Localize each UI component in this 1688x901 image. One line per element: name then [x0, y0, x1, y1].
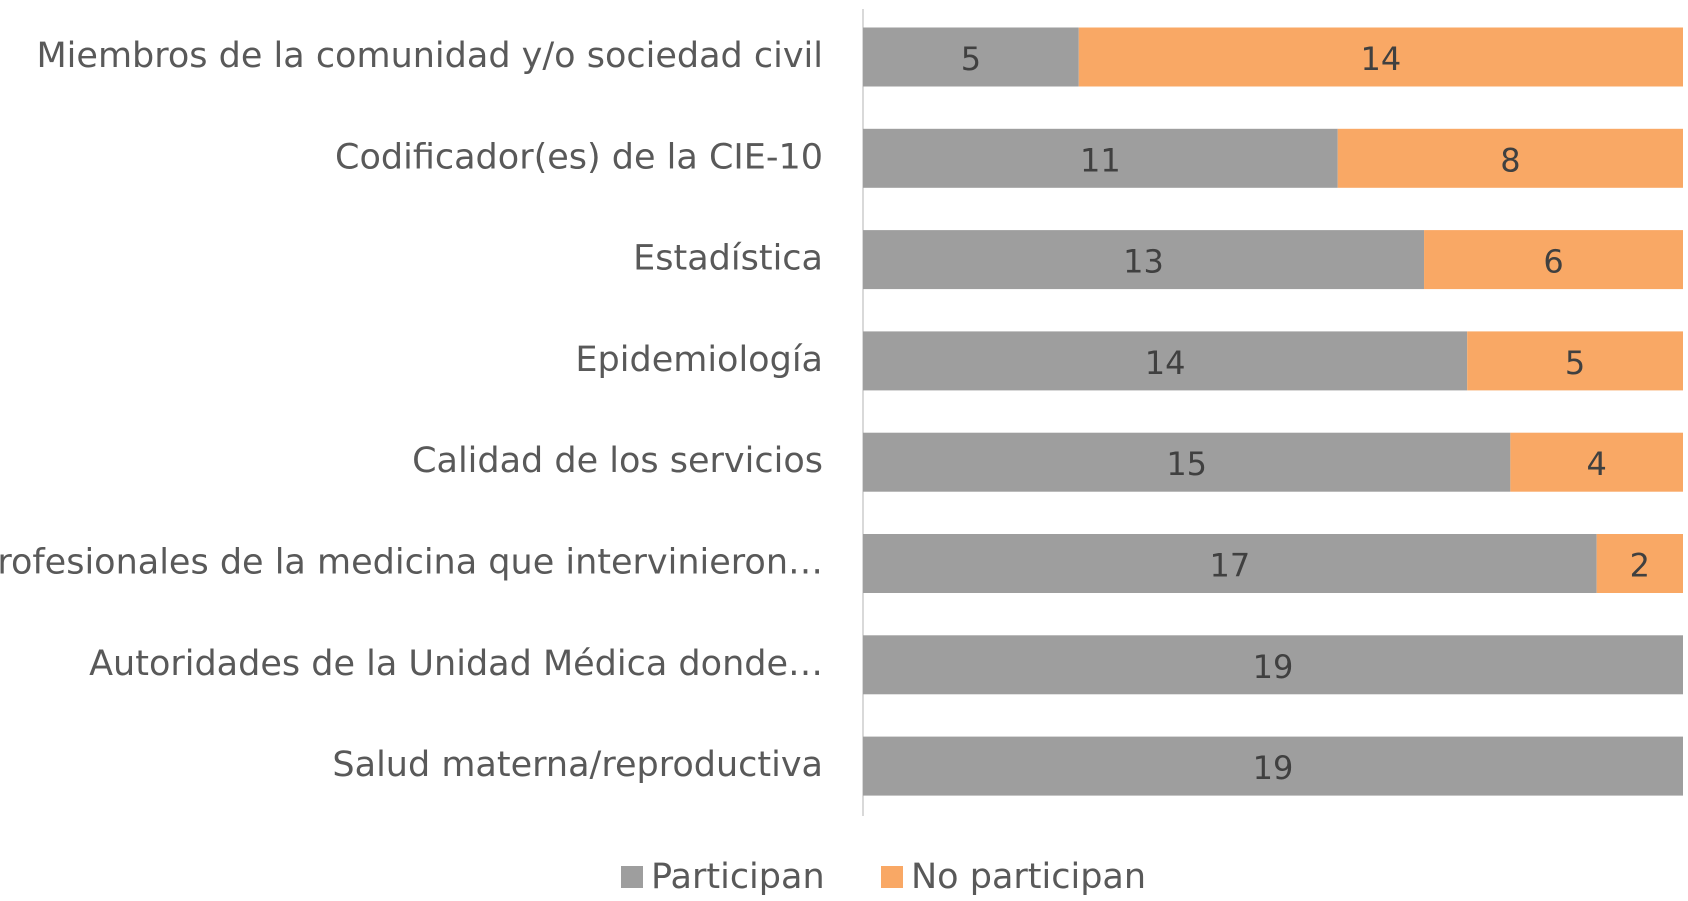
data-label: 19 — [1253, 749, 1294, 787]
data-label: 15 — [1166, 445, 1207, 483]
data-label: 13 — [1123, 243, 1164, 281]
data-label: 2 — [1630, 547, 1650, 585]
data-label: 8 — [1500, 141, 1520, 179]
category-label: Estadística — [633, 239, 823, 279]
legend-swatch — [621, 866, 643, 888]
data-label: 6 — [1543, 243, 1563, 281]
bar-segment — [1596, 534, 1683, 593]
category-label: Calidad de los servicios — [412, 441, 823, 481]
data-label: 5 — [1565, 344, 1585, 382]
category-label: Autoridades de la Unidad Médica donde… — [89, 644, 823, 684]
legend-swatch — [881, 866, 903, 888]
bar-segment — [1337, 128, 1683, 188]
data-label: 11 — [1080, 141, 1121, 179]
data-label: 14 — [1361, 40, 1402, 78]
data-label: 17 — [1209, 547, 1250, 585]
data-label: 5 — [961, 40, 981, 78]
category-label: Salud materna/reproductiva — [332, 745, 823, 785]
bar-segment — [1078, 27, 1683, 87]
bar-segment — [863, 736, 1683, 796]
bar-segment — [863, 27, 1079, 87]
bar-segment — [1467, 331, 1683, 391]
data-label: 4 — [1587, 445, 1607, 483]
legend-label: No participan — [911, 857, 1146, 897]
bar-segment — [1510, 432, 1683, 492]
bar-segment — [863, 331, 1468, 391]
data-label: 19 — [1253, 648, 1294, 686]
legend-label: Participan — [651, 857, 825, 897]
bar-segment — [863, 534, 1597, 593]
bar-segment — [1424, 230, 1683, 290]
category-label: Miembros de la comunidad y/o sociedad ci… — [36, 36, 823, 76]
category-label: Profesionales de la medicina que intervi… — [0, 543, 823, 583]
bar-segment — [863, 635, 1683, 695]
data-label: 14 — [1145, 344, 1186, 382]
bar-segment — [863, 128, 1338, 188]
category-label: Epidemiología — [575, 340, 823, 380]
category-label: Codificador(es) de la CIE-10 — [335, 137, 823, 177]
bar-segment — [863, 432, 1511, 492]
bar-segment — [863, 230, 1425, 290]
